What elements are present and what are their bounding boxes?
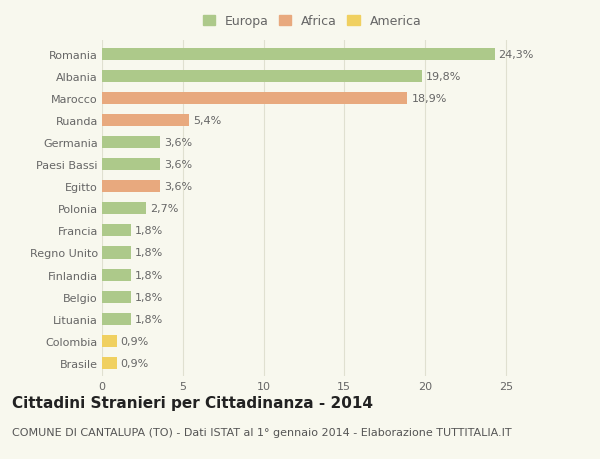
Text: Cittadini Stranieri per Cittadinanza - 2014: Cittadini Stranieri per Cittadinanza - 2…	[12, 395, 373, 410]
Bar	[102, 93, 407, 105]
Text: 0,9%: 0,9%	[121, 336, 149, 346]
Bar	[102, 313, 131, 325]
Text: 2,7%: 2,7%	[149, 204, 178, 214]
Bar	[102, 247, 131, 259]
Bar	[102, 269, 131, 281]
Text: 1,8%: 1,8%	[135, 314, 163, 324]
Bar	[102, 203, 146, 215]
Bar	[102, 335, 116, 347]
Bar	[102, 71, 422, 83]
Bar	[102, 159, 160, 171]
Text: 5,4%: 5,4%	[193, 116, 221, 126]
Text: 1,8%: 1,8%	[135, 270, 163, 280]
Text: 1,8%: 1,8%	[135, 226, 163, 236]
Text: 0,9%: 0,9%	[121, 358, 149, 368]
Bar	[102, 357, 116, 369]
Bar	[102, 49, 494, 61]
Bar	[102, 181, 160, 193]
Text: 19,8%: 19,8%	[426, 72, 461, 82]
Text: COMUNE DI CANTALUPA (TO) - Dati ISTAT al 1° gennaio 2014 - Elaborazione TUTTITAL: COMUNE DI CANTALUPA (TO) - Dati ISTAT al…	[12, 427, 512, 437]
Text: 1,8%: 1,8%	[135, 248, 163, 258]
Legend: Europa, Africa, America: Europa, Africa, America	[203, 16, 421, 28]
Text: 18,9%: 18,9%	[412, 94, 447, 104]
Bar	[102, 137, 160, 149]
Text: 24,3%: 24,3%	[499, 50, 534, 60]
Text: 3,6%: 3,6%	[164, 138, 193, 148]
Text: 3,6%: 3,6%	[164, 160, 193, 170]
Text: 1,8%: 1,8%	[135, 292, 163, 302]
Bar	[102, 225, 131, 237]
Bar	[102, 115, 189, 127]
Bar	[102, 291, 131, 303]
Text: 3,6%: 3,6%	[164, 182, 193, 192]
